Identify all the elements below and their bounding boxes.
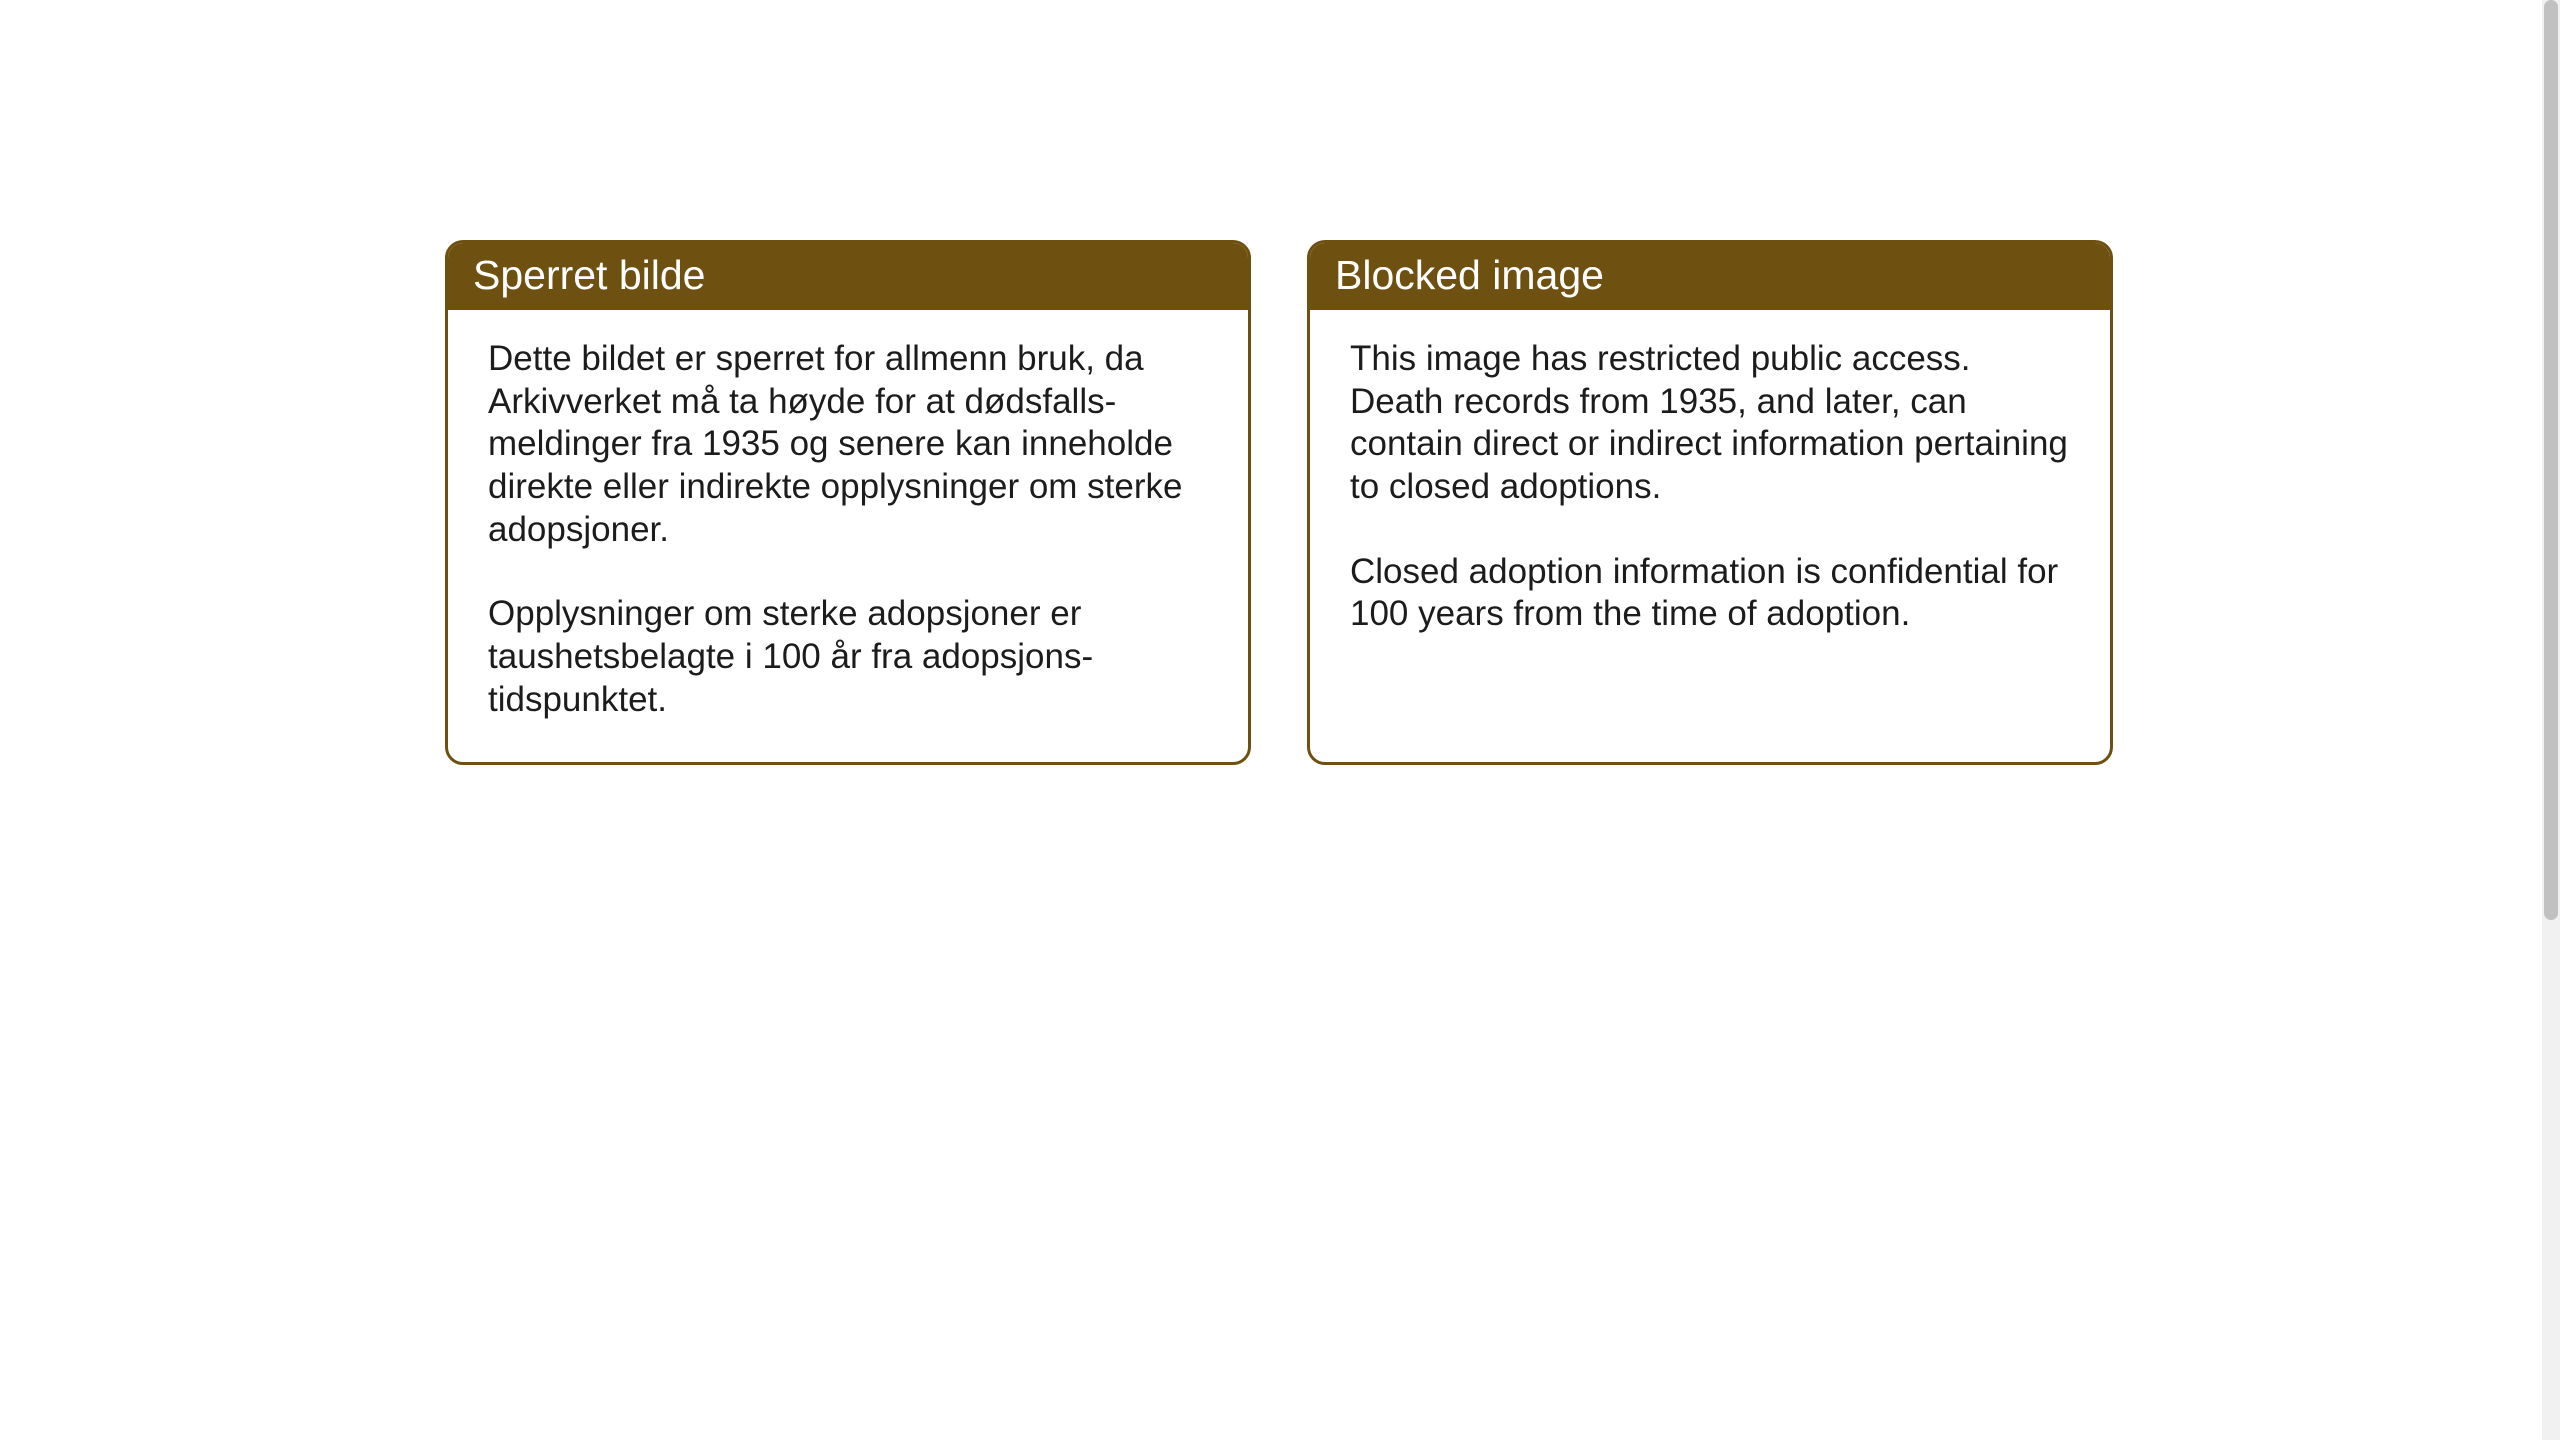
scrollbar-thumb[interactable]	[2544, 0, 2558, 920]
notice-para1-english: This image has restricted public access.…	[1350, 338, 2070, 509]
notice-card-english: Blocked image This image has restricted …	[1307, 240, 2113, 765]
notice-para2-norwegian: Opplysninger om sterke adopsjoner er tau…	[488, 593, 1208, 721]
vertical-scrollbar[interactable]	[2542, 0, 2560, 1440]
notice-body-norwegian: Dette bildet er sperret for allmenn bruk…	[448, 310, 1248, 762]
notice-card-norwegian: Sperret bilde Dette bildet er sperret fo…	[445, 240, 1251, 765]
notice-para2-english: Closed adoption information is confident…	[1350, 551, 2070, 636]
notice-header-norwegian: Sperret bilde	[448, 243, 1248, 310]
notice-body-english: This image has restricted public access.…	[1310, 310, 2110, 762]
page-viewport: Sperret bilde Dette bildet er sperret fo…	[0, 0, 2542, 1440]
notice-container: Sperret bilde Dette bildet er sperret fo…	[0, 0, 2542, 765]
notice-header-english: Blocked image	[1310, 243, 2110, 310]
notice-para1-norwegian: Dette bildet er sperret for allmenn bruk…	[488, 338, 1208, 551]
